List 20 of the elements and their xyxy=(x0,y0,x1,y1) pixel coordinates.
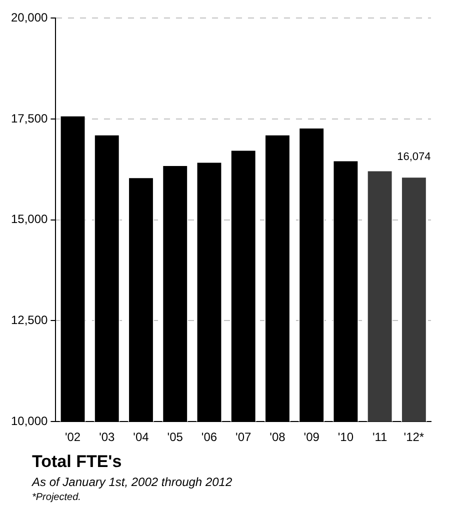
y-tick-label: 20,000 xyxy=(11,10,48,25)
text: As of January 1st, 2002 through 2012 xyxy=(32,475,234,489)
x-tick-label: '07 xyxy=(236,430,252,444)
y-tick-label: 17,500 xyxy=(11,111,48,126)
x-tick-label: '10 xyxy=(338,430,354,444)
y-tick-label: 12,500 xyxy=(11,313,48,328)
text: *Projected. xyxy=(32,492,82,503)
x-tick-label: '02 xyxy=(64,430,81,444)
x-tick-label: '12* xyxy=(404,430,424,444)
data-label: 16,074 xyxy=(397,151,431,164)
text: Total FTE's xyxy=(32,452,123,472)
y-tick-label: 10,000 xyxy=(11,414,48,428)
x-tick-label: '04 xyxy=(133,430,150,444)
x-tick-label: '06 xyxy=(201,430,218,444)
x-tick-label: '09 xyxy=(304,430,320,444)
x-tick-label: '05 xyxy=(167,430,184,444)
x-tick-label: '11 xyxy=(372,430,388,444)
x-tick-label: '08 xyxy=(270,430,286,444)
x-tick-label: '03 xyxy=(99,430,116,444)
y-tick-label: 15,000 xyxy=(11,212,48,226)
